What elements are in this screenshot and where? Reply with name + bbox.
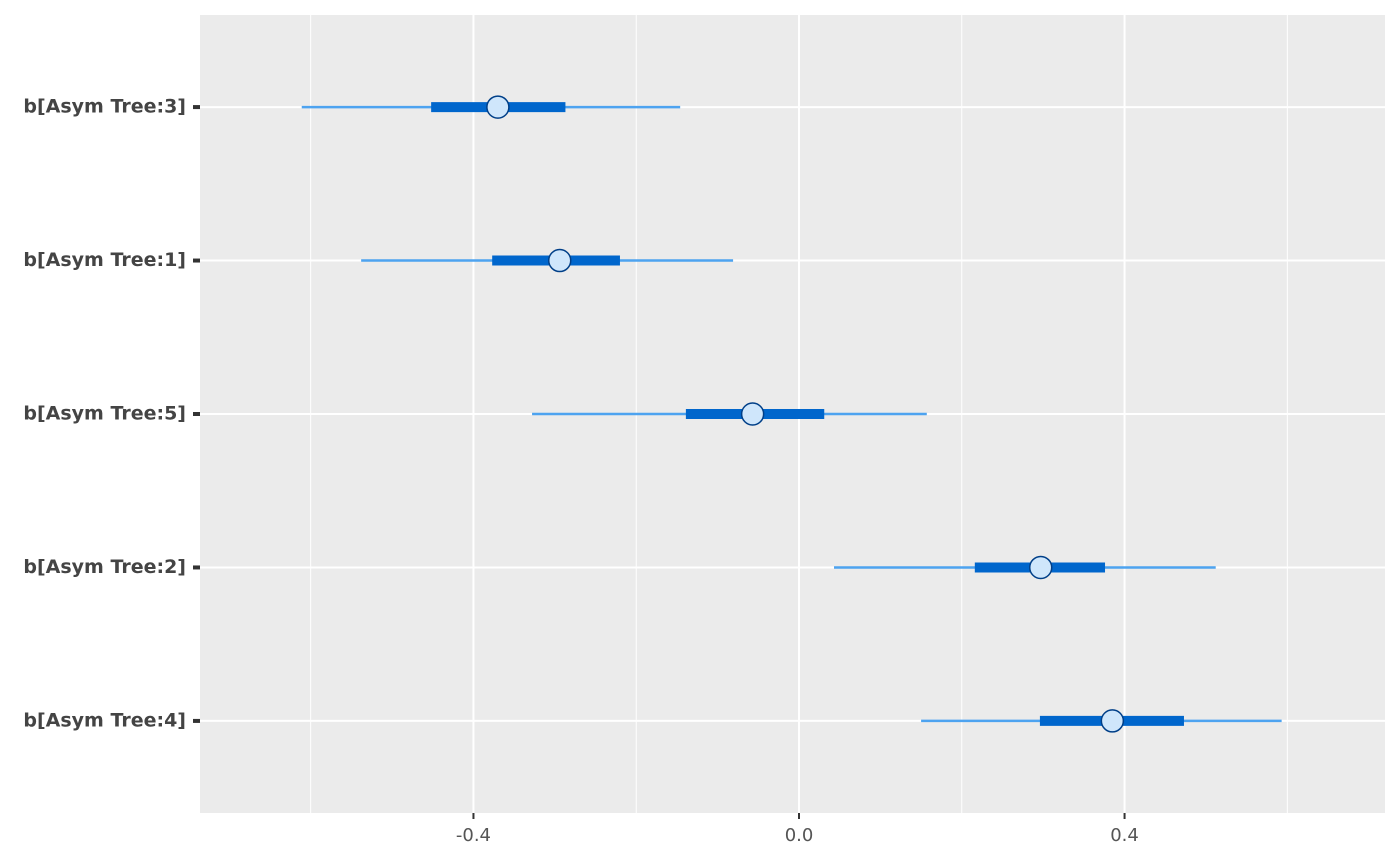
point-estimate — [547, 248, 572, 273]
y-tick-label: b[Asym Tree:2] — [23, 556, 186, 578]
point-estimate — [1100, 709, 1125, 733]
point-estimate — [1028, 555, 1053, 580]
y-tick-label: b[Asym Tree:4] — [23, 709, 186, 731]
y-tick-label: b[Asym Tree:5] — [23, 403, 186, 425]
point-estimate — [486, 95, 510, 119]
x-tick-label: 0.0 — [785, 825, 814, 846]
y-tick-label: b[Asym Tree:1] — [23, 249, 186, 271]
y-tick-label: b[Asym Tree:3] — [23, 96, 186, 118]
x-tick-label: 0.4 — [1110, 825, 1139, 846]
x-tick-label: -0.4 — [456, 825, 491, 846]
point-estimate — [740, 402, 765, 426]
